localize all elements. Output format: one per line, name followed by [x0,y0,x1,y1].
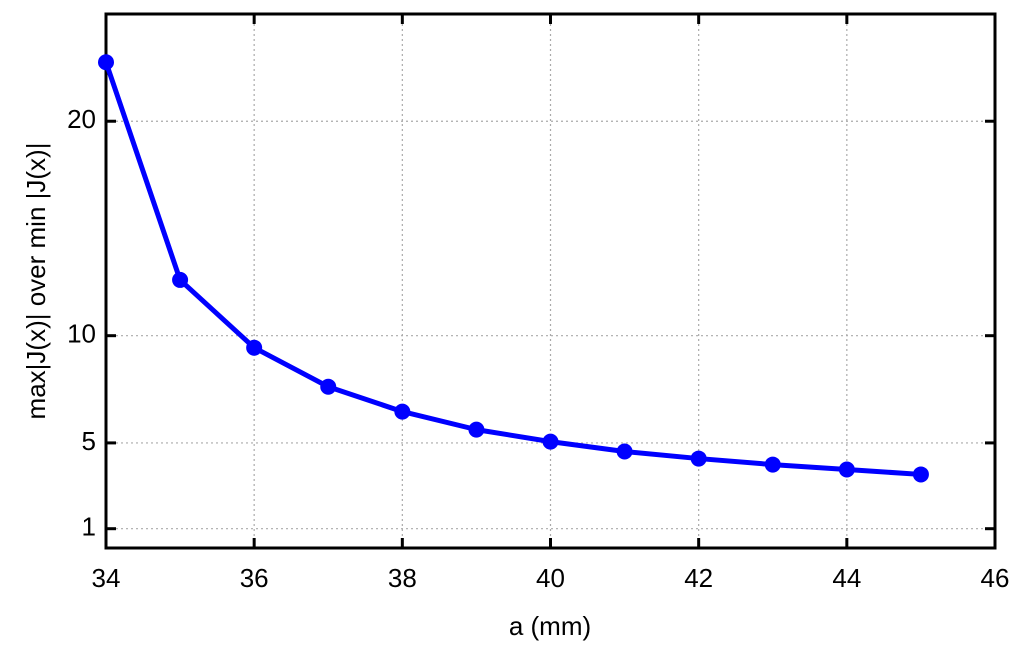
x-tick-label: 36 [240,563,269,593]
y-axis-label: max|J(x)| over min |J(x)| [21,143,51,420]
x-tick-label: 46 [981,563,1010,593]
data-point [690,450,707,467]
data-point [320,378,337,395]
data-point [468,421,485,438]
data-point [172,271,189,288]
y-tick-label: 1 [82,512,96,542]
data-point [246,339,263,356]
x-tick-label: 38 [388,563,417,593]
data-point [764,456,781,473]
data-line [103,61,922,477]
x-tick-label: 42 [684,563,713,593]
x-axis-label: a (mm) [509,611,591,641]
data-point [616,443,633,460]
data-point [912,466,929,483]
data-point [838,461,855,478]
plot-frame [104,12,997,550]
x-tick-label: 40 [536,563,565,593]
data-point [394,403,411,420]
x-tick-label: 34 [92,563,121,593]
y-tick-label: 20 [67,104,96,134]
y-tick-label: 5 [82,426,96,456]
y-tick-label: 10 [67,319,96,349]
x-tick-label: 44 [832,563,861,593]
data-point [542,433,559,450]
data-point [98,54,114,71]
